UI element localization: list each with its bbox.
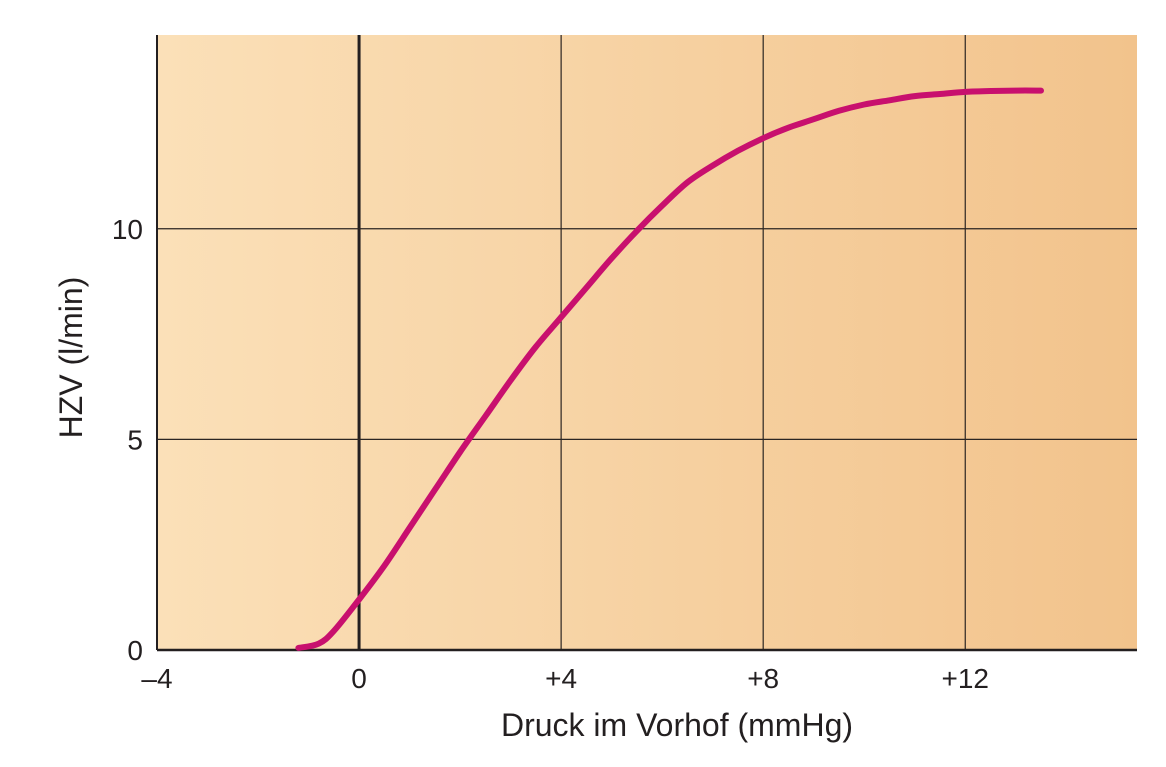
y-tick-label: 0 (127, 635, 143, 666)
x-tick-label: +12 (941, 663, 989, 694)
x-tick-label: –4 (141, 663, 172, 694)
series-layer (295, 87, 1044, 651)
x-tick-label: +8 (747, 663, 779, 694)
y-tick-label: 5 (127, 424, 143, 455)
axes (156, 35, 1137, 652)
x-tick-label: +4 (545, 663, 577, 694)
y-tick-label: 10 (112, 214, 143, 245)
series-line-0 (295, 87, 1044, 651)
plot-background (157, 35, 1137, 650)
x-tick-label: 0 (351, 663, 367, 694)
x-axis-title: Druck im Vorhof (mmHg) (501, 707, 853, 743)
y-axis-title: HZV (l/min) (53, 277, 89, 439)
